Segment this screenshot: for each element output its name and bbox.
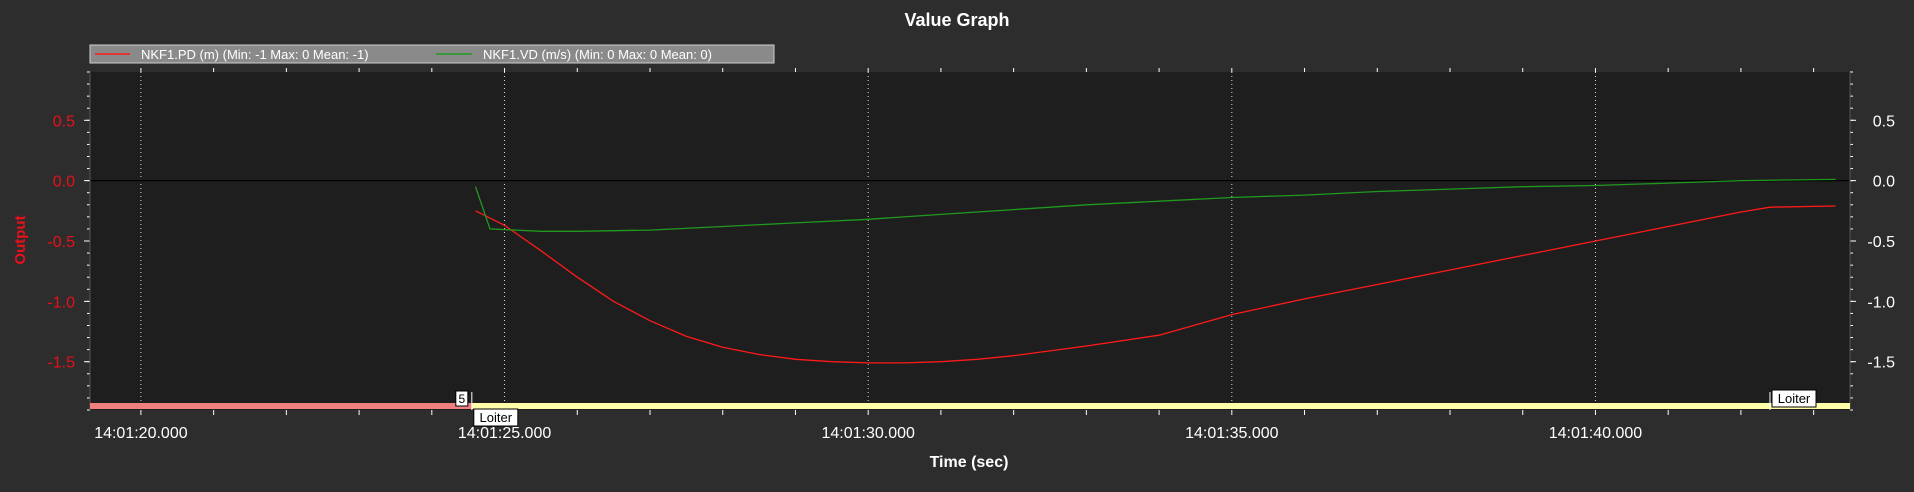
x-tick-label: 14:01:35.000 (1185, 425, 1279, 442)
y-tick-label-left: 0.5 (53, 113, 75, 130)
x-tick-label: 14:01:25.000 (458, 425, 552, 442)
y-axis-label: Output (12, 215, 29, 264)
series-line-nkf1-vd (474, 178, 1836, 232)
legend-label-vd: NKF1.VD (m/s) (Min: 0 Max: 0 Mean: 0) (483, 47, 712, 62)
series-layer (474, 178, 1836, 364)
y-tick-label-left: -1.5 (47, 355, 75, 372)
y-tick-label-right: -1.0 (1867, 294, 1895, 311)
mode-band-label: 5 (458, 392, 465, 406)
legend: NKF1.PD (m) (Min: -1 Max: 0 Mean: -1) NK… (89, 44, 775, 64)
axis-layer: 14:01:20.000 14:01:25.000 14:01:30.000 14:0… (47, 68, 1895, 442)
y-tick-label-right: 0.0 (1873, 174, 1895, 191)
y-tick-label-right: -1.5 (1867, 355, 1895, 372)
mode-band-label-box (455, 390, 469, 407)
x-tick-label: 14:01:30.000 (821, 425, 915, 442)
mode-marker-box (473, 408, 519, 427)
mode-marker-box (1771, 389, 1817, 408)
x-tick-label: 14:01:40.000 (1549, 425, 1643, 442)
legend-label-pd: NKF1.PD (m) (Min: -1 Max: 0 Mean: -1) (141, 47, 369, 62)
mode-band-layer: 5 Loiter Loiter (90, 389, 1851, 427)
mode-marker-label: Loiter (480, 410, 513, 425)
x-axis-label: Time (sec) (930, 454, 1009, 471)
x-tick-label: 14:01:20.000 (94, 425, 188, 442)
series-line-nkf1-pd (475, 205, 1836, 364)
legend-box (89, 44, 775, 64)
mode-band (471, 403, 1851, 409)
plot-area (90, 72, 1850, 410)
y-tick-label-right: -0.5 (1867, 234, 1895, 251)
mode-band (90, 403, 472, 409)
y-tick-label-left: -1.0 (47, 294, 75, 311)
y-tick-label-left: 0.0 (53, 174, 75, 191)
y-tick-label-left: -0.5 (47, 234, 75, 251)
chart-title: Value Graph (904, 10, 1009, 30)
y-tick-label-right: 0.5 (1873, 113, 1895, 130)
mode-marker-label: Loiter (1778, 391, 1811, 406)
